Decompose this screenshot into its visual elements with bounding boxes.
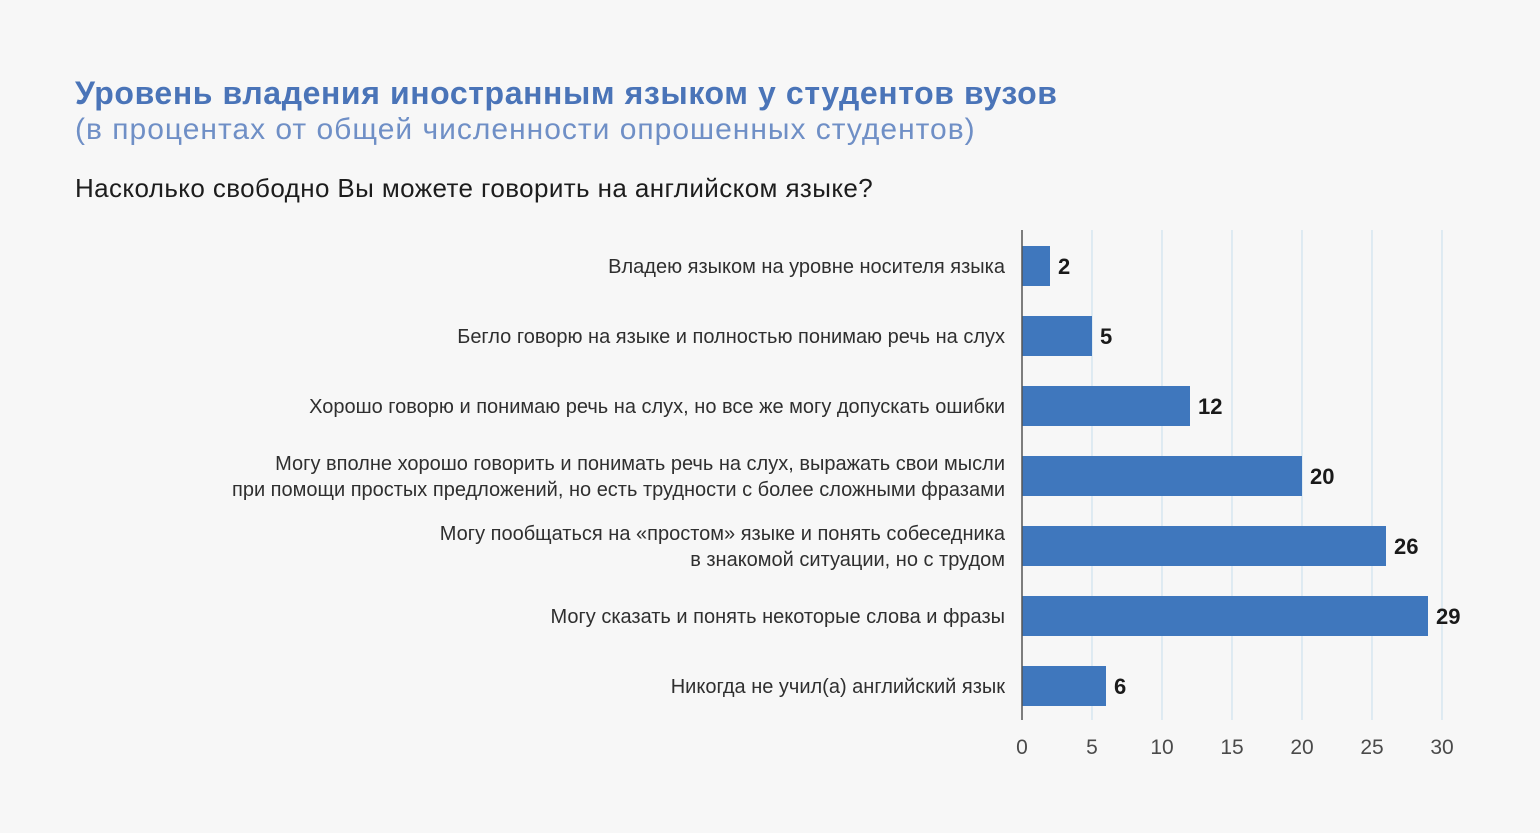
- x-tick-label: 5: [1086, 736, 1098, 759]
- bars: [1022, 246, 1428, 706]
- category-label: Хорошо говорю и понимаю речь на слух, но…: [309, 396, 1005, 418]
- data-label: 12: [1198, 394, 1222, 419]
- category-label: Никогда не учил(а) английский язык: [671, 676, 1006, 698]
- category-label: Могу сказать и понять некоторые слова и …: [550, 606, 1005, 628]
- data-label: 26: [1394, 534, 1418, 559]
- data-label: 5: [1100, 324, 1112, 349]
- category-label: Бегло говорю на языке и полностью понима…: [457, 326, 1005, 348]
- chart-subtitle: (в процентах от общей численности опроше…: [75, 113, 976, 146]
- category-label: Владею языком на уровне носителя языка: [608, 256, 1006, 278]
- chart-title: Уровень владения иностранным языком у ст…: [75, 75, 1058, 111]
- x-tick-label: 10: [1150, 736, 1173, 759]
- bar: [1022, 456, 1302, 496]
- data-label: 20: [1310, 464, 1334, 489]
- x-tick-label: 25: [1360, 736, 1383, 759]
- x-tick-label: 15: [1220, 736, 1243, 759]
- bar: [1022, 526, 1386, 566]
- x-tick-label: 30: [1430, 736, 1453, 759]
- x-tick-label: 20: [1290, 736, 1313, 759]
- bar: [1022, 596, 1428, 636]
- data-label: 2: [1058, 254, 1070, 279]
- bar: [1022, 666, 1106, 706]
- category-label: при помощи простых предложений, но есть …: [232, 479, 1005, 501]
- category-label: Могу пообщаться на «простом» языке и пон…: [440, 523, 1006, 545]
- category-label: Могу вполне хорошо говорить и понимать р…: [275, 453, 1005, 475]
- x-tick-label: 0: [1016, 736, 1028, 759]
- bar: [1022, 246, 1050, 286]
- data-label: 6: [1114, 674, 1126, 699]
- value-labels: 2 5 12 20 26 29 6: [1058, 254, 1460, 699]
- category-labels: Владею языком на уровне носителя языка Бе…: [232, 256, 1006, 698]
- survey-question: Насколько свободно Вы можете говорить на…: [75, 173, 874, 203]
- data-label: 29: [1436, 604, 1460, 629]
- bar: [1022, 316, 1092, 356]
- category-label: в знакомой ситуации, но с трудом: [690, 549, 1005, 571]
- bar: [1022, 386, 1190, 426]
- x-tick-labels: 0 5 10 15 20 25 30: [1016, 736, 1454, 759]
